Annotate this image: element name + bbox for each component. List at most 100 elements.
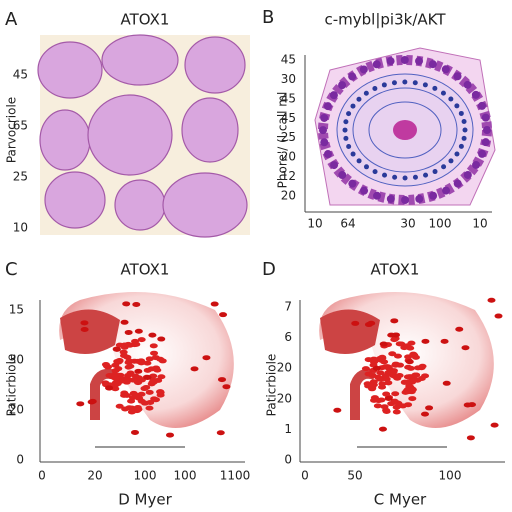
- dot: [412, 80, 418, 86]
- x-axis-label: D Myer: [118, 491, 172, 509]
- red-cell: [408, 396, 417, 402]
- nucleus: [481, 113, 490, 122]
- dot: [402, 175, 408, 181]
- y-tick-label: 20: [9, 403, 24, 417]
- nucleus: [481, 138, 490, 147]
- x-tick-label: 10: [307, 217, 322, 231]
- red-cell: [124, 364, 133, 370]
- nucleus: [359, 65, 368, 74]
- dot: [432, 85, 438, 91]
- y-tick-label: 65: [13, 119, 28, 133]
- red-cell: [401, 379, 410, 385]
- red-cell: [390, 398, 399, 404]
- dot: [372, 169, 378, 175]
- y-tick-label: 20: [281, 150, 296, 164]
- nucleus: [320, 138, 329, 147]
- y-axis-label: Phore'/ (l call ml: [276, 92, 290, 189]
- nucleus: [472, 160, 481, 169]
- red-cell: [400, 345, 409, 351]
- red-cell: [421, 338, 430, 344]
- x-tick-label: 100: [174, 469, 197, 483]
- red-cell: [376, 370, 385, 376]
- cell-image-b: [304, 47, 496, 213]
- dot: [346, 111, 352, 117]
- red-cell: [392, 409, 401, 415]
- dot: [462, 127, 468, 133]
- red-cell: [113, 381, 122, 387]
- dot: [448, 96, 454, 102]
- red-cell: [421, 373, 430, 379]
- red-cell: [218, 377, 227, 383]
- red-cell: [125, 358, 134, 364]
- red-cell: [145, 356, 154, 362]
- red-cell: [125, 342, 134, 348]
- red-cell: [149, 343, 158, 349]
- red-cell: [105, 385, 114, 391]
- red-cell: [487, 297, 496, 303]
- dot: [461, 119, 467, 125]
- red-cell: [387, 332, 396, 338]
- red-cell: [145, 389, 154, 395]
- red-cell: [137, 358, 146, 364]
- dot: [391, 80, 397, 86]
- nucleus: [360, 186, 369, 195]
- red-cell: [76, 401, 85, 407]
- red-cell: [380, 404, 389, 410]
- red-cell: [131, 338, 140, 344]
- y-tick-label: 25: [281, 130, 296, 144]
- panel-letter: A: [5, 9, 18, 30]
- x-tick-label: 100: [439, 469, 462, 483]
- y-tick-label: 1: [284, 422, 292, 436]
- nucleus: [483, 126, 491, 134]
- dot: [441, 164, 447, 170]
- nucleus: [319, 126, 328, 135]
- red-cell: [157, 374, 166, 380]
- dot: [454, 103, 460, 109]
- red-cell: [373, 403, 382, 409]
- red-cell: [379, 341, 388, 347]
- red-cell: [351, 320, 360, 326]
- nucleus: [386, 194, 395, 203]
- red-cell: [382, 409, 391, 415]
- red-cell: [157, 336, 166, 342]
- red-cell: [112, 346, 121, 352]
- x-tick-label: 1100: [220, 469, 251, 483]
- dot: [458, 143, 464, 149]
- nucleus: [338, 171, 347, 180]
- dot: [346, 143, 352, 149]
- red-cell: [120, 319, 129, 325]
- red-cell: [150, 350, 159, 356]
- red-cell: [382, 364, 391, 370]
- red-cell: [367, 320, 376, 326]
- dot: [342, 127, 348, 133]
- red-cell: [411, 372, 420, 378]
- red-cell: [425, 405, 434, 411]
- nucleus: [442, 186, 451, 195]
- y-tick-label: 7: [284, 300, 292, 314]
- dot: [350, 151, 356, 157]
- red-cell: [466, 435, 475, 441]
- x-tick-label: 100: [134, 469, 157, 483]
- red-cell: [384, 396, 393, 402]
- red-cell: [124, 329, 133, 335]
- x-tick-label: 30: [400, 217, 415, 231]
- x-tick-label: 0: [301, 469, 309, 483]
- nucleus: [323, 102, 332, 111]
- red-cell: [120, 392, 129, 398]
- red-cell: [132, 301, 141, 307]
- y-axis-label: Paticrbiole: [265, 354, 279, 417]
- dot: [448, 158, 454, 164]
- y-tick-label: 0: [16, 453, 24, 467]
- red-cell: [442, 380, 451, 386]
- red-cell: [404, 402, 413, 408]
- red-cell: [111, 375, 120, 381]
- dot: [343, 135, 349, 141]
- red-cell: [380, 359, 389, 365]
- dot: [363, 90, 369, 96]
- nucleus: [463, 170, 472, 179]
- dot: [461, 135, 467, 141]
- dot: [356, 158, 362, 164]
- nucleus: [415, 194, 424, 203]
- nucleus: [428, 60, 437, 69]
